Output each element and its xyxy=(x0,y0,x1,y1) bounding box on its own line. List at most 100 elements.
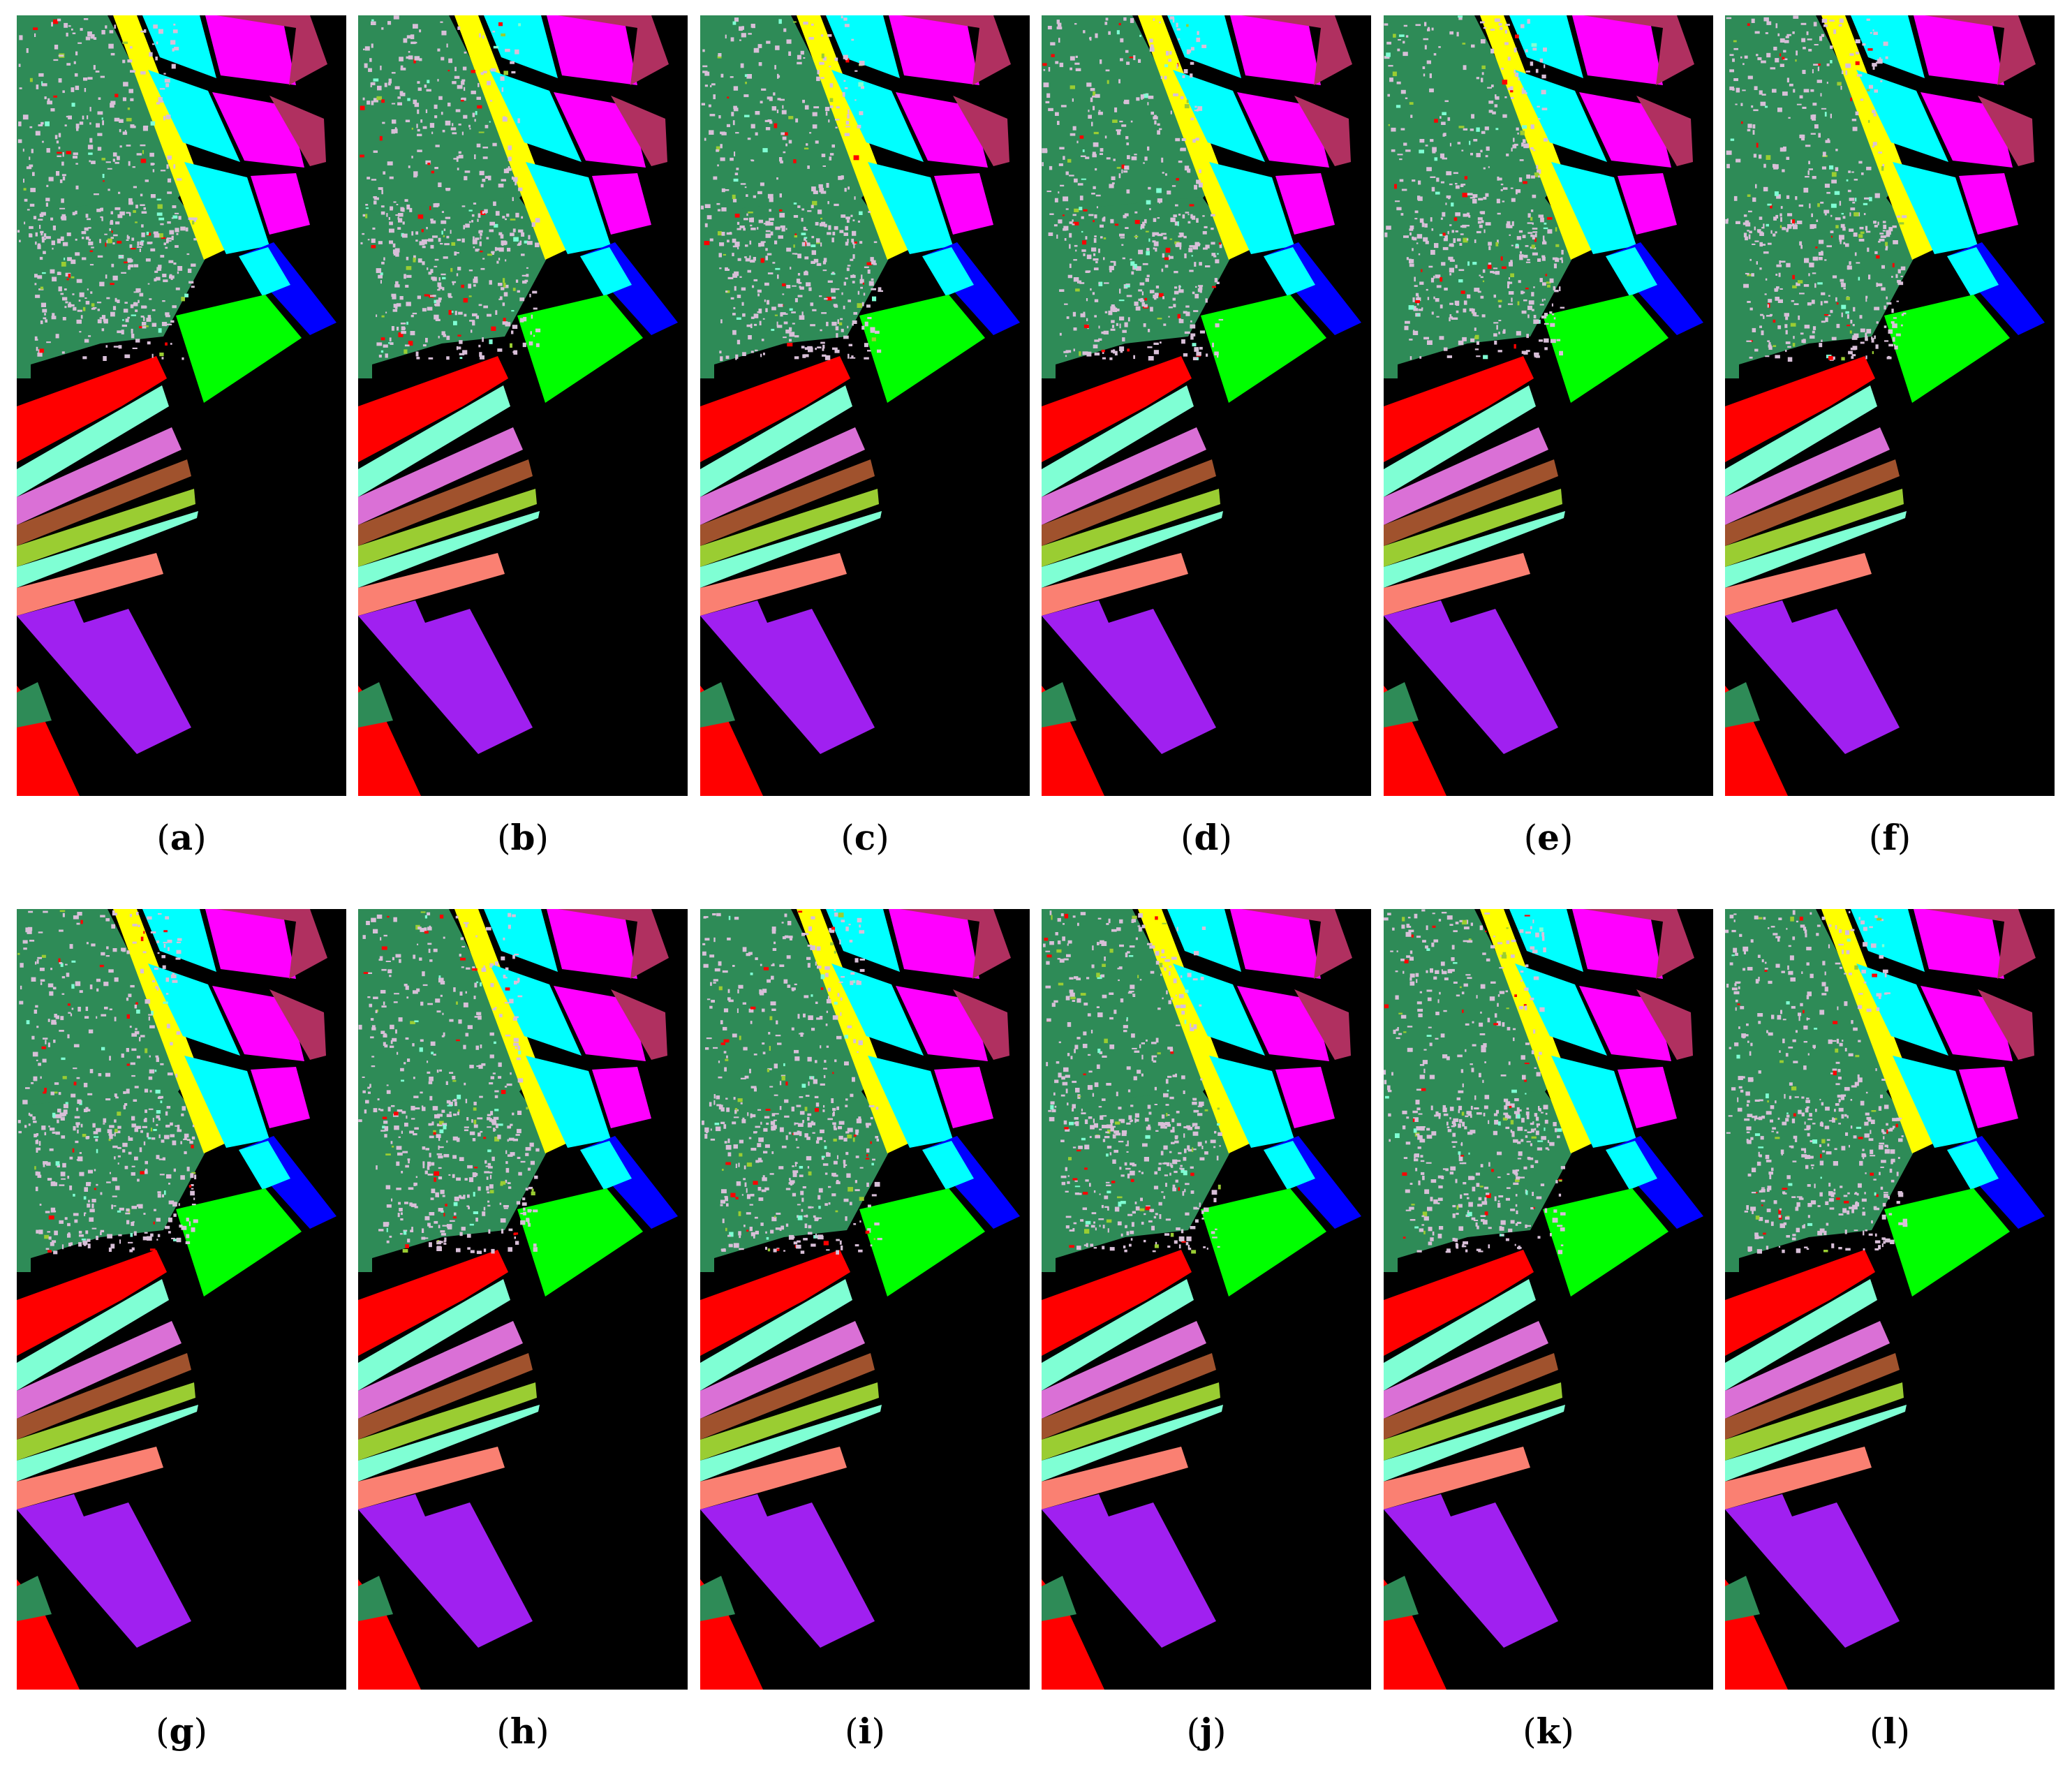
map-g-purple-field xyxy=(17,1494,191,1648)
map-j-aquamarine-strip-2 xyxy=(1042,1405,1223,1482)
map-g-orchid-strip xyxy=(17,1321,182,1419)
map-i-maroon-block-2 xyxy=(953,989,1009,1060)
caption-f: (f) xyxy=(1725,817,2055,859)
map-e-purple-field xyxy=(1384,600,1558,754)
map-c-cyan-block-2 xyxy=(831,70,924,162)
map-c-cyan-patch xyxy=(922,247,974,296)
map-l-grapes-left-strip xyxy=(1725,1139,1739,1272)
map-g-yellowgreen-strip xyxy=(17,1382,195,1461)
map-i-red-field xyxy=(700,1250,850,1356)
map-d-magenta-block-1 xyxy=(1230,15,1321,85)
map-l-green-corner xyxy=(1725,1576,1760,1621)
map-a-yellowgreen-strip xyxy=(17,489,195,567)
caption-d-close: ) xyxy=(1218,818,1232,858)
map-a-maroon-block-2 xyxy=(269,96,326,166)
map-b-red-field xyxy=(358,356,508,462)
classification-map-h xyxy=(358,909,688,1690)
caption-k-letter: k xyxy=(1536,1711,1561,1752)
map-i-grapes-left-strip xyxy=(700,1139,714,1272)
map-c-purple-field xyxy=(700,600,875,754)
map-b-cyan-block-1 xyxy=(484,15,558,78)
map-b-noise-speckles xyxy=(360,15,541,360)
map-c-grapes-upper xyxy=(700,15,875,246)
classification-map-i xyxy=(700,909,1030,1690)
caption-d-open: ( xyxy=(1181,818,1194,858)
map-d-salmon-strip xyxy=(1042,553,1188,616)
map-c-red-field xyxy=(700,356,850,462)
map-i-yellowgreen-strip xyxy=(700,1382,879,1461)
caption-j-open: ( xyxy=(1186,1711,1200,1752)
map-a-purple-field xyxy=(17,600,191,754)
map-k-yellow-strip xyxy=(1480,909,1593,1153)
map-f-green-corner xyxy=(1725,682,1760,728)
map-c-maroon-block-1 xyxy=(900,15,1011,85)
map-b-cyan-patch xyxy=(580,247,632,296)
map-h-sienna-strip xyxy=(358,1353,533,1440)
caption-a-open: ( xyxy=(156,818,170,858)
classification-map-f xyxy=(1725,15,2055,796)
map-l-svg xyxy=(1725,909,2055,1690)
map-a-noise-speckles xyxy=(17,18,198,361)
map-e-cyan-block-1 xyxy=(1509,15,1583,78)
map-k-green-corner xyxy=(1384,1576,1419,1621)
map-k-red-field xyxy=(1384,1250,1534,1356)
map-i-aquamarine-strip xyxy=(700,1279,852,1391)
map-b-purple-field xyxy=(358,600,533,754)
map-d-noise-speckles xyxy=(1042,16,1224,361)
map-g-green-corner xyxy=(17,1576,52,1621)
map-k-maroon-block-2 xyxy=(1636,989,1693,1060)
map-d-magenta-block-3 xyxy=(1275,173,1335,235)
map-b-magenta-block-3 xyxy=(592,173,651,235)
map-j-maroon-block-1 xyxy=(1241,909,1352,979)
map-j-salmon-strip xyxy=(1042,1447,1188,1509)
map-a-salmon-strip xyxy=(17,553,163,616)
caption-a-close: ) xyxy=(193,818,207,858)
caption-d: (d) xyxy=(1042,817,1371,859)
map-g-grapes-lower xyxy=(31,1091,212,1258)
caption-j-letter: j xyxy=(1199,1711,1213,1752)
map-k-yellowgreen-strip xyxy=(1384,1382,1562,1461)
map-l-magenta-block-3 xyxy=(1959,1067,2018,1128)
map-j-cyan-block-2 xyxy=(1173,963,1265,1056)
map-i-green-corner xyxy=(700,1576,735,1621)
map-k-salmon-strip xyxy=(1384,1447,1530,1509)
map-f-aquamarine-strip xyxy=(1725,385,1877,497)
caption-f-letter: f xyxy=(1882,817,1897,858)
classification-map-l xyxy=(1725,909,2055,1690)
map-i-cyan-block-3 xyxy=(868,1056,953,1148)
map-e-cyan-patch xyxy=(1606,247,1657,296)
caption-g-close: ) xyxy=(193,1711,207,1752)
map-k-cyan-block-2 xyxy=(1515,963,1607,1056)
map-a-green-field xyxy=(176,295,302,403)
map-d-maroon-block-1 xyxy=(1241,15,1352,85)
map-f-maroon-block-1 xyxy=(1925,15,2036,85)
map-j-maroon-block-2 xyxy=(1294,989,1351,1060)
map-c-aquamarine-strip xyxy=(700,385,852,497)
map-k-sienna-strip xyxy=(1384,1353,1558,1440)
map-i-green-field xyxy=(859,1188,985,1297)
map-j-cyan-block-1 xyxy=(1167,909,1241,972)
map-a-magenta-block-1 xyxy=(205,15,296,85)
map-l-cyan-block-3 xyxy=(1893,1056,1978,1148)
map-i-maroon-block-1 xyxy=(900,909,1011,979)
map-g-maroon-block-1 xyxy=(216,909,327,979)
classification-map-g xyxy=(17,909,346,1690)
map-h-noise-speckles xyxy=(358,911,540,1255)
map-b-grapes-left-strip xyxy=(358,246,372,378)
classification-map-b xyxy=(358,15,688,796)
map-c-aquamarine-strip-2 xyxy=(700,511,882,588)
map-b-aquamarine-strip-2 xyxy=(358,511,540,588)
map-k-aquamarine-strip-2 xyxy=(1384,1405,1565,1482)
map-g-aquamarine-strip-2 xyxy=(17,1405,198,1482)
map-k-cyan-block-1 xyxy=(1509,909,1583,972)
map-h-grapes-lower xyxy=(372,1091,554,1258)
caption-b-open: ( xyxy=(497,818,511,858)
map-k-green-field xyxy=(1543,1188,1668,1297)
map-f-yellow-strip xyxy=(1821,15,1934,260)
map-g-salmon-strip xyxy=(17,1447,163,1509)
map-l-yellowgreen-strip xyxy=(1725,1382,1904,1461)
map-e-noise-speckles xyxy=(1384,15,1565,360)
caption-k: (k) xyxy=(1384,1711,1713,1752)
map-e-grapes-left-strip xyxy=(1384,246,1398,378)
map-a-grapes-upper xyxy=(17,15,191,246)
